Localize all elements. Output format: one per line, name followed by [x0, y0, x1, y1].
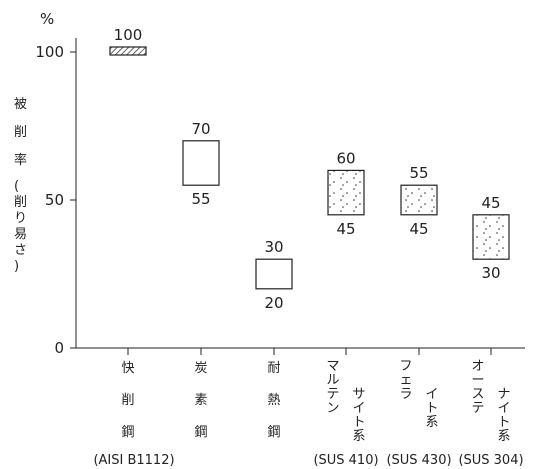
range-bar — [109, 46, 147, 56]
x-category-label: オーステナイト系 — [471, 359, 510, 444]
x-categories: 快削鋼 (AISI B1112) 炭素鋼 耐熱鋼 マルテンサイト系 (SUS 410) フェ… — [93, 348, 524, 468]
x-category-sublabel: (AISI B1112) — [93, 453, 174, 468]
y-axis-title-char: 被 — [14, 97, 27, 112]
y-axis-title-char: 易 — [14, 227, 27, 242]
bars: 100 70 55 30 20 60 45 55 45 45 30 — [109, 26, 510, 312]
bar-high-label: 100 — [114, 26, 143, 44]
y-axis-title-char: さ — [14, 243, 27, 258]
y-axis-title-char: ) — [14, 259, 19, 274]
bar-high-label: 45 — [481, 194, 500, 212]
x-category-sublabel: (SUS 410) — [313, 453, 378, 468]
range-bar — [400, 184, 438, 216]
y-axis-title-char: ( — [14, 179, 19, 194]
y-tick-label: 0 — [54, 339, 64, 357]
x-category-sublabel: (SUS 304) — [458, 453, 523, 468]
x-category-label: 耐熱鋼 — [267, 361, 280, 440]
x-category-label: フェラ イト系 — [399, 359, 438, 430]
x-category-label: 炭素鋼 — [194, 361, 207, 440]
bar-low-label: 45 — [336, 220, 355, 238]
bar-low-label: 30 — [481, 264, 500, 282]
y-tick-label: 50 — [45, 191, 64, 209]
y-ticks: 0 50 100 — [35, 43, 76, 357]
y-unit-label: % — [40, 10, 54, 28]
y-axis-title-char: 率 — [14, 152, 27, 168]
x-category-label: 快削鋼 — [121, 361, 134, 440]
range-bar — [255, 258, 293, 290]
y-axis-title-char: 削 — [14, 125, 27, 140]
y-axis-title-char: り — [14, 211, 27, 226]
bar-low-label: 20 — [264, 294, 283, 312]
x-category-sublabel: (SUS 430) — [386, 453, 451, 468]
bar-high-label: 30 — [264, 238, 283, 256]
bar-low-label: 55 — [191, 190, 210, 208]
y-axis-title-char: 削 — [14, 195, 27, 210]
range-bar — [327, 169, 365, 216]
bar-low-label: 45 — [409, 220, 428, 238]
x-category-label: マルテンサイト系 — [326, 359, 365, 444]
bar-high-label: 55 — [409, 164, 428, 182]
range-bar — [182, 140, 220, 186]
bar-high-label: 60 — [336, 149, 355, 167]
bar-high-label: 70 — [191, 120, 210, 138]
range-bar — [472, 214, 510, 260]
y-axis-title: 被削率(削り易さ) — [14, 97, 27, 274]
y-tick-label: 100 — [35, 43, 64, 61]
